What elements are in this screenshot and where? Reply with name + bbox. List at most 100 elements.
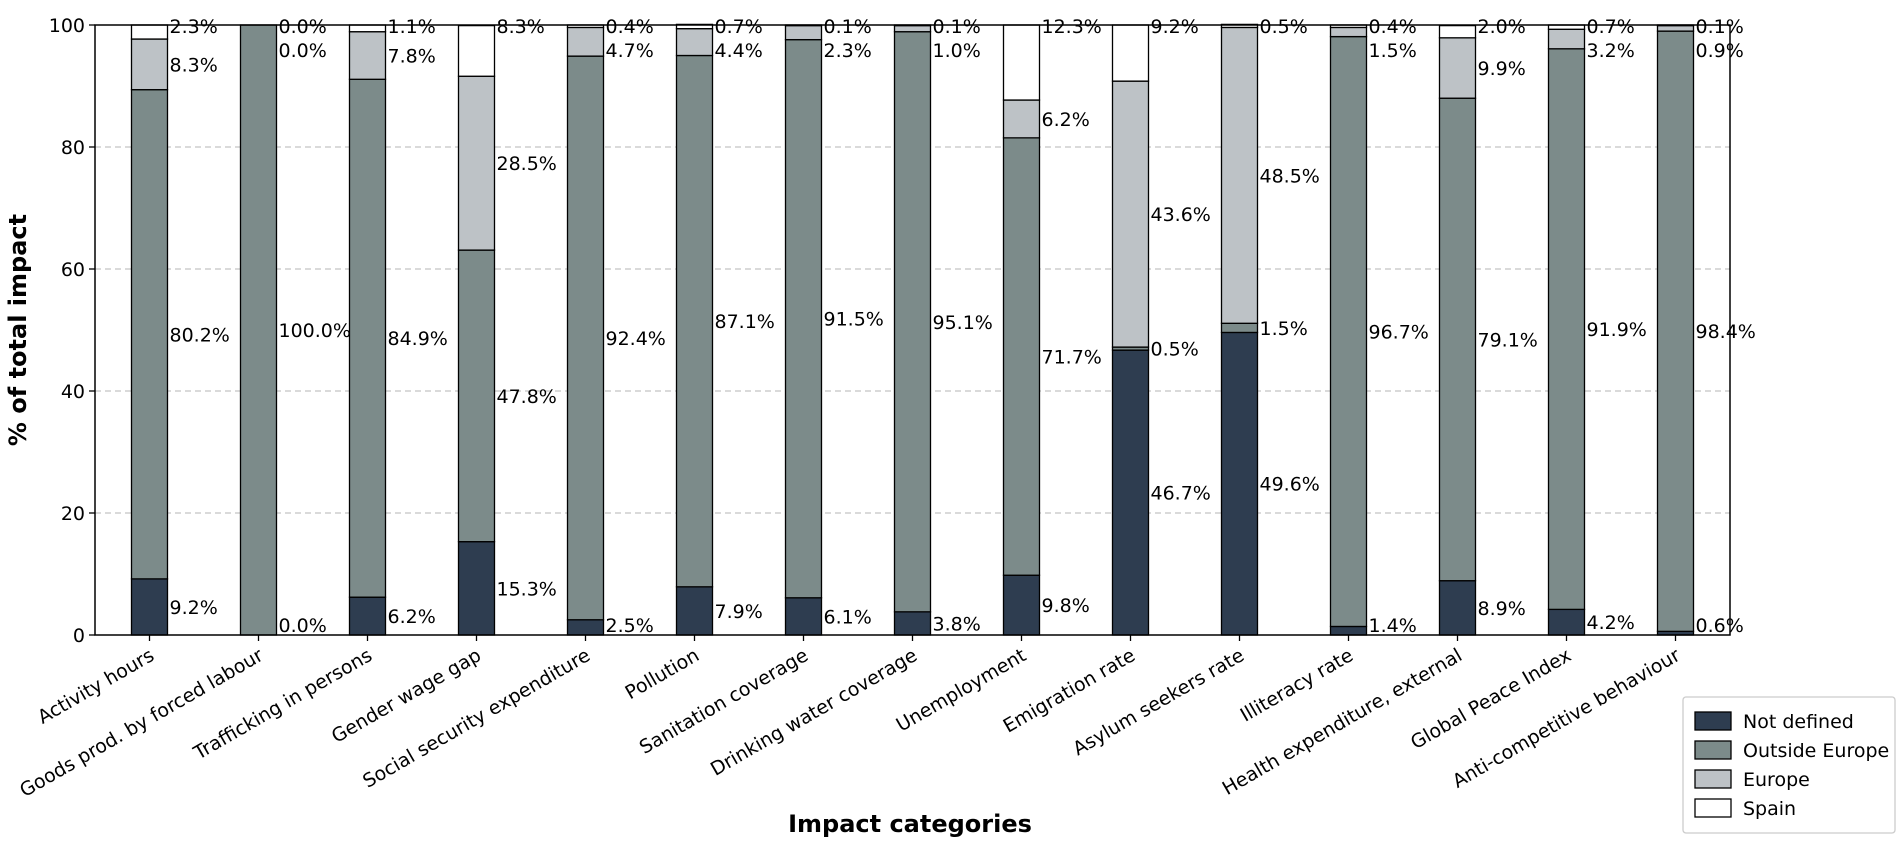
data-label: 9.9% bbox=[1478, 58, 1526, 80]
x-tick-label: Drinking water coverage bbox=[707, 644, 921, 780]
data-label: 1.5% bbox=[1369, 40, 1417, 62]
data-label: 3.2% bbox=[1587, 40, 1635, 62]
data-label: 0.4% bbox=[1369, 16, 1417, 38]
data-label: 43.6% bbox=[1151, 204, 1211, 226]
bar-segment bbox=[675, 28, 714, 57]
bar-segment bbox=[130, 89, 169, 580]
data-label: 9.2% bbox=[170, 597, 218, 619]
data-label: 47.8% bbox=[497, 386, 557, 408]
y-tick-label: 60 bbox=[61, 259, 85, 281]
bar-segment bbox=[784, 38, 823, 599]
data-label: 1.5% bbox=[1260, 318, 1308, 340]
data-label: 0.5% bbox=[1260, 16, 1308, 38]
y-axis-title: % of total impact bbox=[4, 214, 32, 446]
data-label: 0.9% bbox=[1696, 40, 1744, 62]
legend-swatch bbox=[1694, 711, 1732, 731]
data-label: 6.1% bbox=[824, 606, 872, 628]
bar-segment bbox=[1002, 574, 1041, 636]
bar-segment bbox=[893, 24, 932, 33]
bar-segment bbox=[130, 38, 169, 91]
data-label: 0.1% bbox=[933, 16, 981, 38]
bar-segment bbox=[1547, 28, 1586, 50]
data-labels: 9.2%80.2%8.3%2.3%0.0%100.0%0.0%0.0%6.2%8… bbox=[170, 16, 1756, 637]
data-label: 2.3% bbox=[170, 16, 218, 38]
y-tick-label: 0 bbox=[73, 625, 85, 647]
data-label: 8.3% bbox=[497, 16, 545, 38]
data-label: 46.7% bbox=[1151, 483, 1211, 505]
data-label: 95.1% bbox=[933, 312, 993, 334]
bar-segment bbox=[348, 24, 387, 33]
data-label: 2.5% bbox=[606, 615, 654, 637]
data-label: 0.7% bbox=[1587, 16, 1635, 38]
bar-segment bbox=[1547, 48, 1586, 611]
bar-segment bbox=[457, 75, 496, 251]
bar-segment bbox=[239, 24, 278, 636]
bar-segment bbox=[893, 611, 932, 636]
bar-segment bbox=[1329, 625, 1368, 636]
bar-segment bbox=[1002, 137, 1041, 576]
legend-label: Outside Europe bbox=[1743, 740, 1889, 762]
bar-segment bbox=[1329, 35, 1368, 628]
data-label: 92.4% bbox=[606, 328, 666, 350]
data-label: 12.3% bbox=[1042, 16, 1102, 38]
legend-swatch bbox=[1694, 769, 1732, 789]
data-label: 79.1% bbox=[1478, 329, 1538, 351]
bar-segment bbox=[675, 586, 714, 636]
data-label: 1.1% bbox=[388, 16, 436, 38]
data-label: 8.3% bbox=[170, 54, 218, 76]
x-axis-title: Impact categories bbox=[788, 810, 1032, 838]
bar-segment bbox=[566, 55, 605, 621]
data-label: 8.9% bbox=[1478, 598, 1526, 620]
data-label: 0.0% bbox=[279, 40, 327, 62]
data-label: 4.2% bbox=[1587, 612, 1635, 634]
data-label: 2.0% bbox=[1478, 16, 1526, 38]
data-label: 4.4% bbox=[715, 40, 763, 62]
data-label: 91.5% bbox=[824, 309, 884, 331]
bar-segment bbox=[1002, 24, 1041, 101]
data-label: 100.0% bbox=[279, 320, 351, 342]
bar-segment bbox=[457, 249, 496, 543]
bar-segment bbox=[566, 619, 605, 636]
bar-segment bbox=[566, 26, 605, 57]
data-label: 6.2% bbox=[388, 606, 436, 628]
data-label: 6.2% bbox=[1042, 109, 1090, 131]
bar-segment bbox=[893, 31, 932, 613]
bar-segment bbox=[1547, 608, 1586, 636]
data-label: 71.7% bbox=[1042, 347, 1102, 369]
bar-segment bbox=[784, 24, 823, 41]
legend-label: Not defined bbox=[1743, 711, 1854, 733]
data-label: 2.3% bbox=[824, 40, 872, 62]
data-label: 1.4% bbox=[1369, 615, 1417, 637]
data-label: 3.8% bbox=[933, 613, 981, 635]
data-label: 0.7% bbox=[715, 16, 763, 38]
data-label: 0.6% bbox=[1696, 615, 1744, 637]
data-label: 0.0% bbox=[279, 615, 327, 637]
y-tick-label: 40 bbox=[61, 381, 85, 403]
bar-segment bbox=[130, 578, 169, 636]
data-label: 9.8% bbox=[1042, 595, 1090, 617]
bars bbox=[130, 23, 1695, 636]
y-tick-label: 80 bbox=[61, 137, 85, 159]
data-label: 0.0% bbox=[279, 16, 327, 38]
data-label: 1.0% bbox=[933, 40, 981, 62]
bar-segment bbox=[1111, 80, 1150, 348]
data-label: 98.4% bbox=[1696, 321, 1756, 343]
bar-segment bbox=[675, 54, 714, 588]
data-label: 7.8% bbox=[388, 46, 436, 68]
bar-segment bbox=[1220, 322, 1259, 334]
bar-segment bbox=[1329, 26, 1368, 38]
bar-segment bbox=[1220, 331, 1259, 636]
y-tick-label: 20 bbox=[61, 503, 85, 525]
bar-segment bbox=[1220, 26, 1259, 324]
data-label: 80.2% bbox=[170, 324, 230, 346]
x-tick-label: Pollution bbox=[622, 644, 703, 704]
legend-swatch bbox=[1694, 740, 1732, 760]
legend-frame bbox=[1682, 696, 1896, 834]
y-tick-label: 100 bbox=[49, 15, 85, 37]
data-label: 9.2% bbox=[1151, 16, 1199, 38]
bar-segment bbox=[348, 596, 387, 636]
bar-segment bbox=[1111, 24, 1150, 82]
bar-segment bbox=[1656, 30, 1695, 632]
